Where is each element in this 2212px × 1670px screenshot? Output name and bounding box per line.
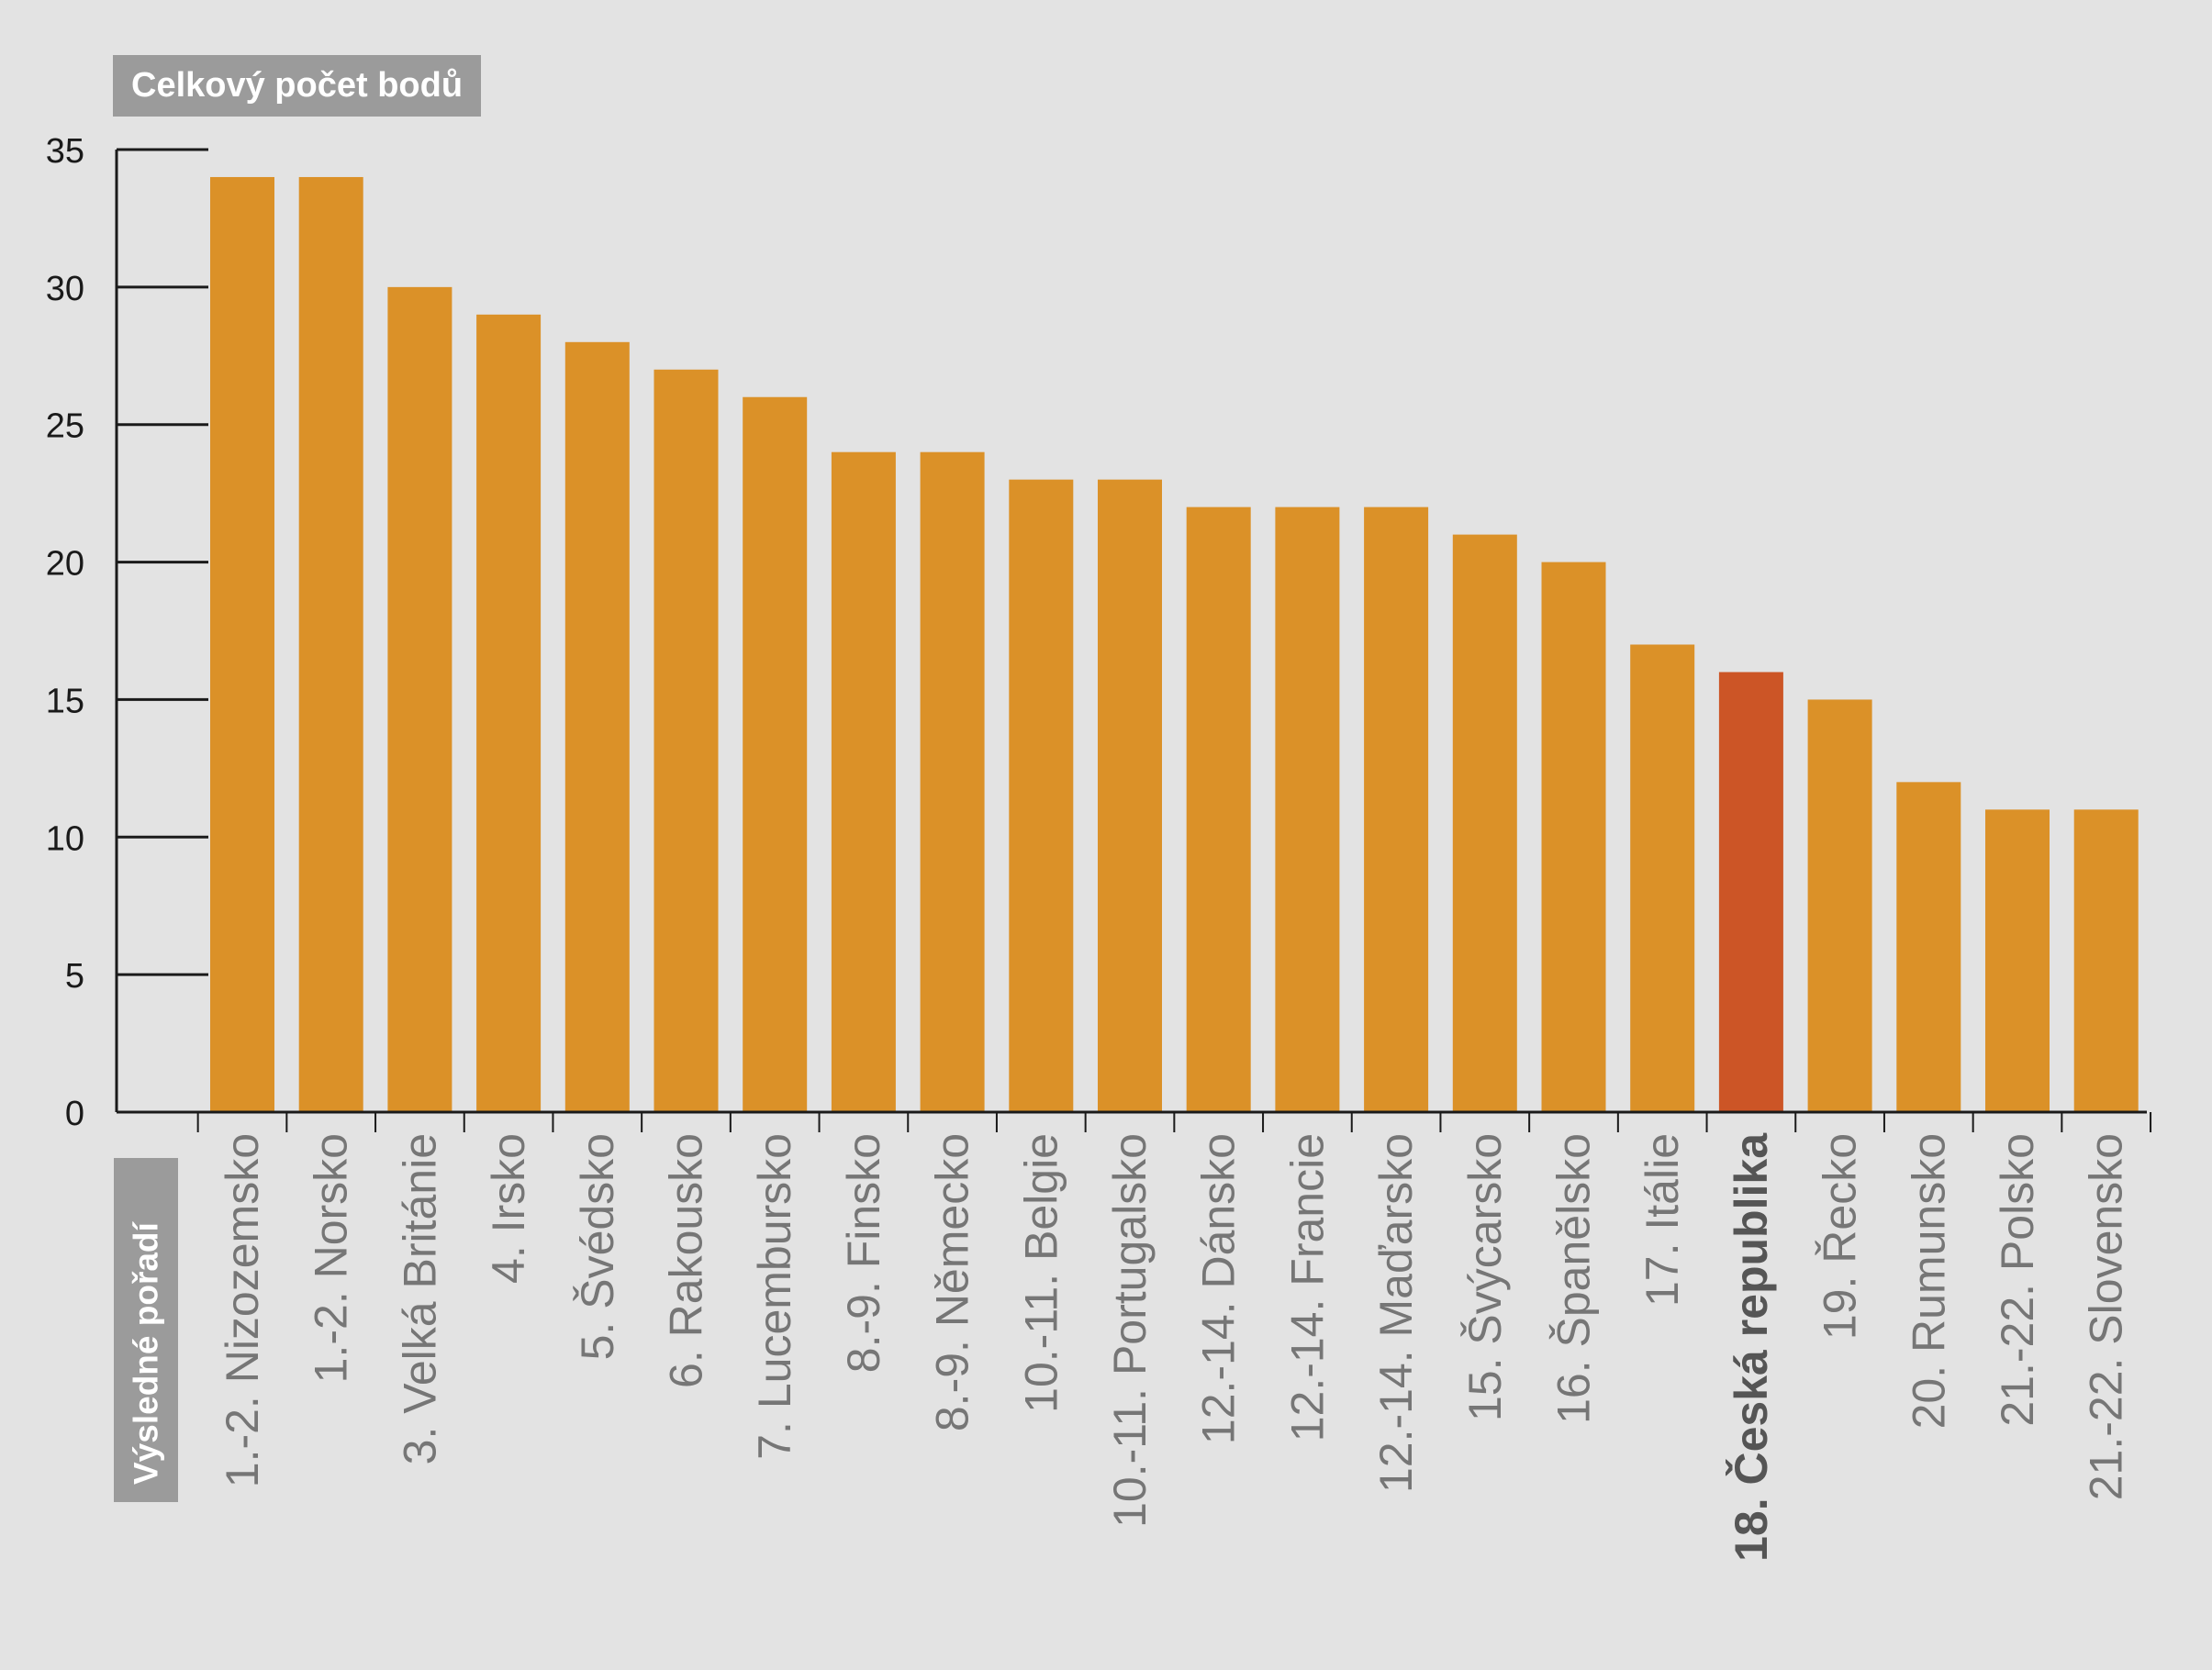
y-tick-label: 5 xyxy=(65,957,84,996)
bar xyxy=(387,286,452,1112)
x-axis xyxy=(117,1110,2152,1132)
bar xyxy=(920,451,985,1113)
bar xyxy=(1009,479,1074,1112)
category-label: 15. Švýcarsko xyxy=(1459,1133,1511,1421)
y-axis: 0 5 10 15 20 25 30 35 xyxy=(46,132,208,1133)
category-label: 10.-11. Portugalsko xyxy=(1104,1133,1156,1528)
category-label: 21.-22. Polsko xyxy=(1992,1133,2043,1427)
category-label: 6. Rakousko xyxy=(661,1133,712,1388)
bar xyxy=(1186,507,1251,1112)
x-axis-title-box xyxy=(114,1158,178,1502)
y-tick-label: 10 xyxy=(46,819,84,858)
bar xyxy=(1364,507,1429,1112)
category-label: 8.-9. Německo xyxy=(927,1133,978,1431)
category-label: 16. Španělsko xyxy=(1548,1133,1600,1424)
bar xyxy=(1098,479,1162,1112)
bar xyxy=(1630,644,1695,1112)
category-label: 5. Švédsko xyxy=(572,1133,623,1360)
category-label: 8.-9. Finsko xyxy=(838,1133,889,1373)
y-tick-label: 25 xyxy=(46,407,84,446)
category-label: 12.-14. Dánsko xyxy=(1193,1133,1245,1444)
x-axis-title: Výsledné pořadí xyxy=(127,1222,165,1485)
category-label: 17. Itálie xyxy=(1637,1133,1688,1307)
bar xyxy=(743,396,808,1112)
y-tick-label: 0 xyxy=(65,1095,84,1133)
bar xyxy=(831,451,896,1113)
bar xyxy=(1541,562,1606,1112)
bar xyxy=(564,341,630,1112)
category-label: 1.-2. Nizozemsko xyxy=(217,1133,268,1487)
y-tick-label: 20 xyxy=(46,545,84,584)
bar xyxy=(1896,782,1961,1112)
category-labels: 1.-2. Nizozemsko 1.-2. Norsko 3. Velká Bri… xyxy=(217,1132,2132,1562)
category-label: 3. Velká Británie xyxy=(394,1133,445,1464)
bar xyxy=(210,176,274,1112)
category-label: 7. Lucembursko xyxy=(749,1133,800,1460)
y-tick-label: 30 xyxy=(46,270,84,308)
category-label: 12.-14. Maďarsko xyxy=(1370,1133,1422,1493)
bar-highlight xyxy=(1718,672,1783,1112)
category-label: 20. Rumunsko xyxy=(1903,1133,1954,1429)
bar xyxy=(1985,809,2050,1112)
category-label-highlight: 18. Česká republika xyxy=(1725,1132,1777,1562)
bar xyxy=(2073,809,2139,1112)
category-label: 1.-2. Norsko xyxy=(306,1133,357,1383)
bar xyxy=(1807,699,1872,1112)
y-axis-title: Celkový počet bodů xyxy=(113,55,482,117)
category-label: 19. Řecko xyxy=(1815,1133,1866,1340)
bar xyxy=(476,314,542,1112)
bar xyxy=(1452,534,1517,1112)
category-label: 21.-22. Slovensko xyxy=(2081,1133,2132,1500)
category-label: 10.-11. Belgie xyxy=(1015,1133,1067,1413)
category-label: 12.-14. Francie xyxy=(1281,1133,1333,1442)
y-tick-label: 15 xyxy=(46,682,84,720)
bar xyxy=(654,369,719,1112)
y-tick-label: 35 xyxy=(46,132,84,171)
bars xyxy=(210,176,2139,1113)
bar xyxy=(298,176,363,1112)
category-label: 4. Irsko xyxy=(483,1133,534,1284)
bar xyxy=(1275,507,1340,1112)
